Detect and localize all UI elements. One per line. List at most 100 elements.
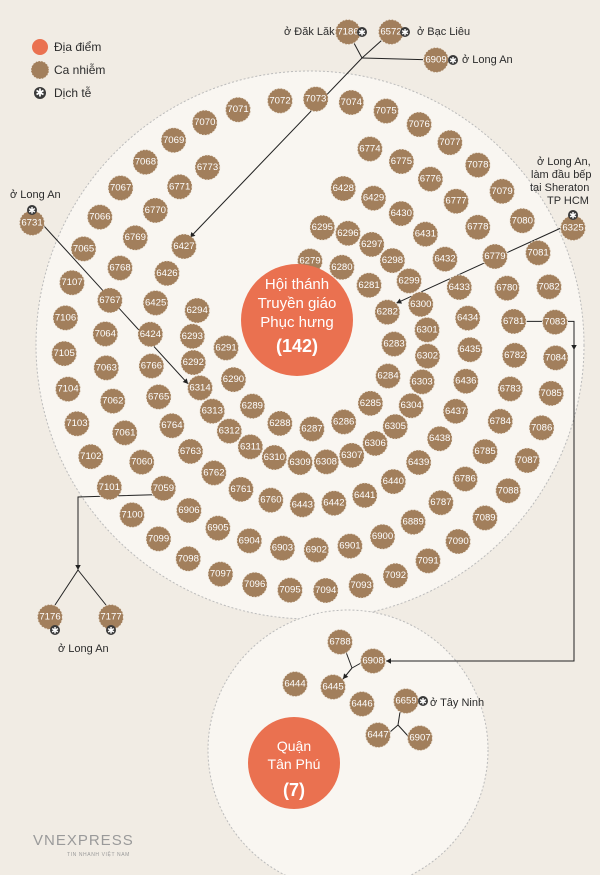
label-daklak: ở Đăk Lăk [284,26,335,38]
link-line [77,569,107,606]
case-label: 7084 [545,352,567,363]
legend-epi-swatch [34,87,46,99]
case-circle [398,392,425,419]
case-label: 6764 [161,420,183,431]
case-label: 6430 [391,208,412,219]
case-circle [145,525,172,552]
case-label: 6902 [306,544,327,555]
legend: Địa điểm Ca nhiễm ✱ Dịch tễ [30,39,105,100]
case-circle [348,572,375,599]
case-label: 6310 [264,452,285,463]
case-node-6439: 6439 [405,449,432,476]
case-label: 6779 [484,251,505,262]
legend-case-label: Ca nhiễm [54,62,105,77]
case-circle [93,354,120,381]
case-circle [362,430,389,457]
case-circle [405,449,432,476]
case-node-6433: 6433 [446,274,473,301]
case-circle [535,273,563,300]
case-node-6288: 6288 [266,410,293,437]
case-node-6769: 6769 [122,224,149,251]
case-circle [227,476,255,503]
case-label: 6441 [354,490,375,501]
case-label: 7080 [512,215,533,226]
case-nodes: 7072 7073 7074 7075 7076 7077 7078 7079 7080 7081… [18,18,587,752]
case-circle [96,474,123,501]
case-node-7089: 7089 [471,504,499,531]
case-circle [380,330,408,358]
case-label: 7069 [163,135,184,146]
case-label: 6297 [361,239,382,250]
case-node-6784: 6784 [487,408,514,435]
case-label: 7093 [350,580,371,591]
case-circle [426,425,453,452]
epi-marker [568,210,578,220]
case-circle [359,647,387,675]
case-circle [175,497,203,524]
epi-marker [27,205,37,215]
case-node-7063: 7063 [93,354,120,381]
case-circle [153,260,181,287]
case-node-6788: 6788 [326,628,354,656]
case-label: 6446 [351,699,372,710]
case-node-6284: 6284 [375,362,402,390]
case-label: 6425 [145,297,166,308]
case-label: 6288 [269,418,290,429]
case-label: 7099 [148,533,169,544]
case-circle [111,419,138,446]
vnexpress-logo: VNEXPRESS TIN NHANH VIỆT NAM [33,832,133,858]
case-label: 6305 [385,421,406,432]
case-node-7186: 7186 ✱ [334,18,367,46]
case-node-6280: 6280 [328,254,355,281]
case-node-6305: 6305 [382,413,409,440]
case-label: 6298 [382,255,403,266]
case-label: 6289 [242,401,263,412]
case-circle [374,299,401,326]
case-label: 6325 [562,223,583,234]
case-circle [257,487,284,514]
case-node-7090: 7090 [444,528,472,555]
case-circle [388,148,415,175]
case-node-6659: 6659 ✱ [392,687,428,715]
case-label: 6433 [449,282,470,293]
link-line [397,724,409,737]
case-circle [269,535,296,562]
case-node-7096: 7096 [241,571,268,598]
case-node-6427: 6427 [170,233,197,260]
case-circle [472,438,499,465]
case-label: 6907 [409,733,430,744]
label-baclieu: ở Bạc Liêu [417,26,470,38]
case-circle [184,297,211,324]
case-circle [417,166,444,193]
case-node-6766: 6766 [138,352,165,380]
case-circle [348,690,376,718]
case-circle [92,320,119,347]
logo-tagline: TIN NHANH VIỆT NAM [67,850,130,858]
case-circle [52,304,79,331]
case-label: 7092 [385,570,406,581]
case-label: 6432 [434,254,455,265]
case-circle [107,174,134,202]
case-label: 7091 [417,555,438,566]
case-circle [199,398,226,425]
asterisk-icon: ✱ [35,87,44,100]
case-circle [330,175,357,202]
case-circle [406,724,434,752]
case-circle [338,89,365,116]
asterisk-icon: ✱ [28,206,36,216]
case-label: 7103 [66,418,87,429]
case-circle [303,536,330,563]
case-node-6311: 6311 [237,433,264,460]
case-circle [220,366,247,393]
case-label: 7102 [80,451,101,462]
case-node-6441: 6441 [351,482,378,509]
tanphu-cluster-boundary [207,609,489,875]
church-name-line3: Phục hưng [260,314,333,331]
case-label: 7082 [538,281,559,292]
case-node-6775: 6775 [388,148,415,175]
case-label: 6782 [504,350,525,361]
case-label: 7070 [194,117,215,128]
case-circle [179,323,206,350]
case-node-6310: 6310 [261,444,288,471]
